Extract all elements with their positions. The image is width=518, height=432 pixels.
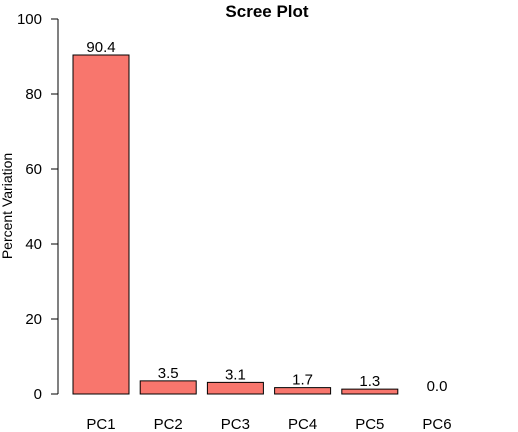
x-tick-label-pc6: PC6	[422, 416, 451, 432]
y-tick-label: 100	[17, 11, 42, 28]
y-tick-label: 40	[25, 236, 42, 253]
data-label-pc3: 3.1	[225, 366, 246, 383]
data-label-pc2: 3.5	[158, 365, 179, 382]
y-tick-label: 20	[25, 311, 42, 328]
y-tick-label: 60	[25, 161, 42, 178]
data-label-pc6: 0.0	[427, 378, 448, 395]
bar-pc3	[206, 381, 264, 395]
y-axis-label: Percent Variation	[0, 153, 15, 259]
x-tick-label-pc2: PC2	[154, 416, 183, 432]
bar-pc4	[274, 387, 332, 395]
chart-title: Scree Plot	[225, 2, 308, 21]
x-axis-tick-labels: PC1 PC2 PC3 PC4 PC5 PC6	[86, 416, 451, 432]
y-axis-ticks: 0 20 40 60 80 100	[17, 11, 58, 403]
bar-pc1	[72, 54, 130, 395]
y-tick-label: 0	[34, 386, 42, 403]
y-tick-label: 80	[25, 86, 42, 103]
bars	[72, 54, 399, 395]
x-tick-label-pc5: PC5	[355, 416, 384, 432]
data-label-pc5: 1.3	[359, 373, 380, 390]
data-label-pc1: 90.4	[86, 39, 115, 56]
x-tick-label-pc1: PC1	[86, 416, 115, 432]
bar-pc2	[139, 380, 197, 395]
data-label-pc4: 1.7	[292, 372, 313, 389]
x-tick-label-pc4: PC4	[288, 416, 317, 432]
data-labels: 90.4 3.5 3.1 1.7 1.3 0.0	[86, 39, 447, 395]
x-tick-label-pc3: PC3	[221, 416, 250, 432]
bar-pc5	[341, 388, 399, 395]
